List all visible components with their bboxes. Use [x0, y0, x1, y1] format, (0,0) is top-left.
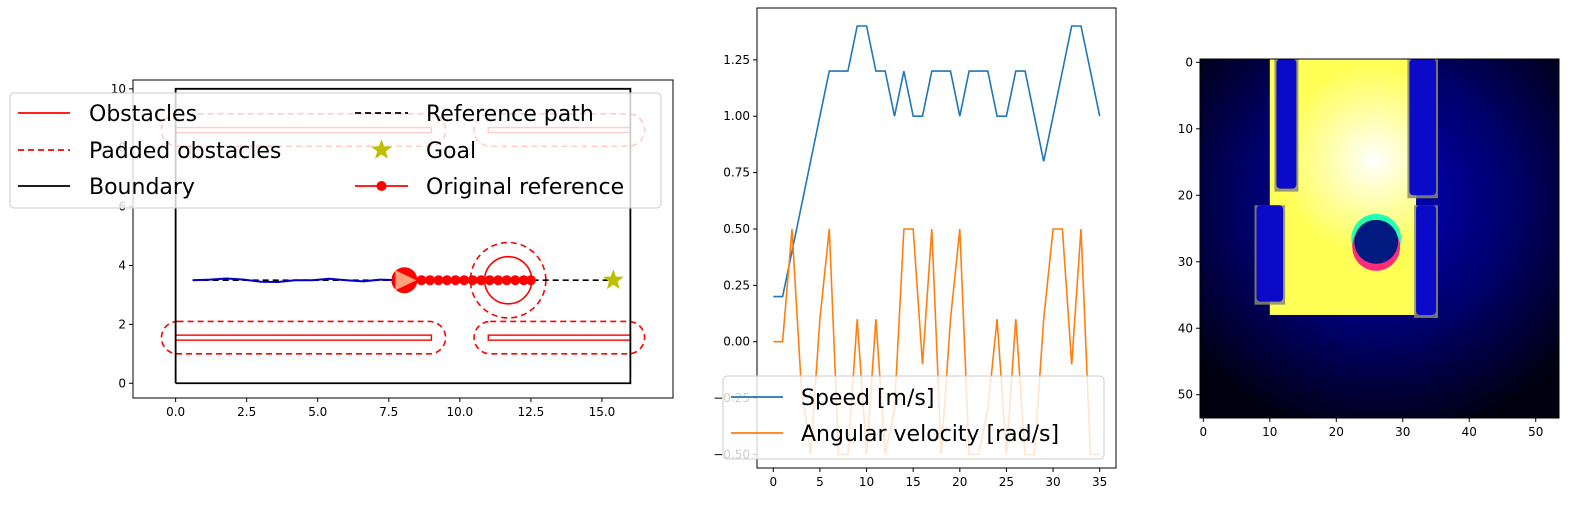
observation-ytick-label: 0 [1185, 55, 1193, 69]
trajectory-line [192, 277, 398, 283]
observation-xtick-label: 30 [1395, 425, 1410, 439]
observation-xtick-label: 20 [1329, 425, 1344, 439]
original-reference-point [467, 275, 478, 286]
original-reference-point [459, 275, 470, 286]
observation-ytick-label: 10 [1178, 122, 1193, 136]
map-xtick-label: 7.5 [379, 405, 398, 419]
velocity-xtick-label: 30 [1045, 475, 1060, 489]
observation-xtick-label: 50 [1528, 425, 1543, 439]
robot-heading-marker [395, 270, 417, 291]
legend-label: Obstacles [89, 102, 197, 127]
agent-body [1354, 219, 1399, 264]
observation-ytick-label: 30 [1178, 255, 1193, 269]
observation-axes-frame [1199, 58, 1560, 419]
map-ytick-label: 2 [118, 317, 126, 331]
velocity-xtick-label: 15 [906, 475, 921, 489]
velocity-ytick-label: 0.75 [723, 166, 750, 180]
velocity-plot-area [773, 25, 1101, 456]
observation-xtick-label: 10 [1262, 425, 1277, 439]
original-reference-point [518, 275, 529, 286]
observation-xtick-label: 0 [1200, 425, 1208, 439]
velocity-xtick-label: 0 [769, 475, 777, 489]
velocity-ytick-label: 1.25 [723, 53, 750, 67]
wall-2 [1256, 205, 1284, 302]
original-reference-point [501, 275, 512, 286]
series-line-0 [773, 25, 1101, 298]
goal-star [602, 269, 624, 290]
map-xtick-label: 15.0 [589, 405, 616, 419]
map-ytick-label: 4 [118, 259, 126, 273]
velocity-panel: 05101520253035−0.50−0.250.000.250.500.75… [713, 7, 1117, 489]
map-legend: Obstacles Reference path Padded obstacles G… [9, 92, 662, 209]
observation-ytick-label: 20 [1178, 188, 1193, 202]
original-reference-point [525, 275, 536, 286]
velocity-xtick-label: 35 [1092, 475, 1107, 489]
velocity-xtick-label: 20 [952, 475, 967, 489]
legend-label: Reference path [426, 102, 594, 127]
legend-handle-marker [376, 181, 387, 191]
original-reference-point [493, 275, 504, 286]
map-xtick-label: 5.0 [308, 405, 327, 419]
original-reference-point [510, 275, 521, 286]
observation-image [1254, 59, 1439, 318]
legend-label: Speed [m/s] [801, 386, 934, 411]
original-reference-point [416, 275, 427, 286]
velocity-ytick-label: 0.50 [723, 222, 750, 236]
padded-obstacle-0 [160, 320, 447, 355]
original-reference-point [484, 275, 495, 286]
map-xtick-label: 10.0 [446, 405, 473, 419]
map-axes-frame [132, 79, 674, 399]
velocity-axes-frame [756, 7, 1117, 469]
original-reference-point [450, 275, 461, 286]
padded-obstacle-1 [473, 320, 646, 355]
velocity-legend-box [722, 375, 1105, 460]
map-xtick-label: 12.5 [518, 405, 545, 419]
map-ytick-label: 0 [118, 376, 126, 390]
observation-ticks: 0 10 20 30 40 50 0 10 20 30 40 50 [1178, 55, 1544, 439]
velocity-ytick-label: 0.25 [723, 278, 750, 292]
legend-handle-goal [371, 139, 392, 159]
velocity-xtick-label: 10 [859, 475, 874, 489]
wall-3 [1416, 205, 1437, 315]
original-reference-point [433, 275, 444, 286]
wall-0 [1276, 59, 1297, 189]
map-legend-box [9, 92, 662, 209]
legend-label: Padded obstacles [89, 139, 281, 164]
legend-label: Boundary [89, 175, 195, 200]
legend-label: Original reference [426, 175, 624, 200]
observation-ytick-label: 50 [1178, 388, 1193, 402]
map-ytick-label: 10 [111, 82, 126, 96]
observation-panel: 0 10 20 30 40 50 0 10 20 30 40 50 [1178, 55, 1560, 439]
series-line-1 [773, 228, 1100, 456]
original-reference-point [476, 275, 487, 286]
velocity-ytick-label: 1.00 [723, 109, 750, 123]
velocity-xtick-label: 5 [816, 475, 824, 489]
legend-label: Angular velocity [rad/s] [801, 422, 1059, 447]
legend-label: Goal [426, 139, 476, 164]
observation-xtick-label: 40 [1462, 425, 1477, 439]
map-xtick-label: 2.5 [237, 405, 256, 419]
velocity-xtick-label: 25 [999, 475, 1014, 489]
map-xtick-label: 0.0 [166, 405, 185, 419]
map-panel: 0.02.55.07.510.012.515.00246810 Obstacle… [9, 79, 674, 419]
velocity-ytick-label: 0.00 [723, 335, 750, 349]
observation-ytick-label: 40 [1178, 321, 1193, 335]
original-reference-point [442, 275, 453, 286]
velocity-legend: Speed [m/s] Angular velocity [rad/s] [722, 375, 1105, 460]
original-reference-point [425, 275, 435, 286]
wall-1 [1409, 59, 1437, 196]
